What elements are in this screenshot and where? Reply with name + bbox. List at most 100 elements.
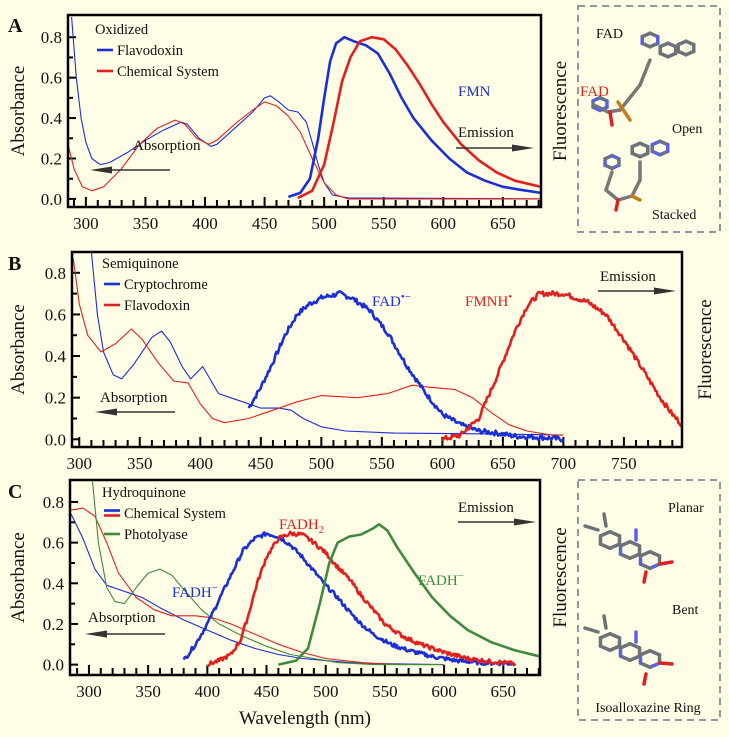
- x-tick-label: 550: [369, 454, 395, 473]
- x-tick-label: 300: [73, 214, 99, 233]
- absorption-label: Absorption: [133, 138, 201, 154]
- legend-title: Oxidized: [95, 22, 149, 38]
- curve-label-superscript: −: [212, 582, 218, 594]
- curve-label: FMN: [458, 84, 491, 100]
- x-tick-label: 600: [431, 214, 457, 233]
- fad-molecule-drawing: [591, 31, 696, 212]
- series-line: [182, 531, 517, 667]
- x-tick-label: 500: [313, 682, 339, 701]
- inset-frame: [577, 5, 721, 233]
- x-tick-label: 550: [371, 214, 397, 233]
- series-line: [206, 530, 516, 668]
- curve-label-subscript: 2: [319, 525, 324, 536]
- curve-label-text: FAD: [580, 84, 609, 100]
- y-tick-label: 0.2: [41, 149, 62, 168]
- series-line: [441, 290, 682, 442]
- curve-label: FADH−: [172, 582, 218, 601]
- panel-a: A Absorbance Fluorescence 300 350 400 450 500 55…: [8, 13, 609, 233]
- curve-label: FMNH•: [465, 291, 512, 310]
- x-axis-title: Wavelength (nm): [239, 708, 371, 729]
- x-tick-label: 350: [127, 454, 153, 473]
- fad-structure-inset: FAD Open Stacked: [577, 5, 721, 233]
- x-tick-label: 600: [430, 454, 456, 473]
- arrow-right-icon: [514, 518, 536, 526]
- curve-label-superscript: •−: [401, 291, 411, 303]
- absorption-label: Absorption: [88, 610, 156, 626]
- x-tick-label: 650: [491, 682, 517, 701]
- y-tick-label: 0.2: [43, 615, 64, 634]
- y-tick-label: 0.8: [45, 264, 66, 283]
- y-axis-title: Absorbance: [8, 532, 29, 623]
- arrow-right-icon: [654, 287, 676, 295]
- x-tick-label: 550: [372, 682, 398, 701]
- series-line: [247, 289, 565, 443]
- y-axis-right-title: Fluorescence: [695, 299, 716, 399]
- absorption-label: Absorption: [100, 390, 168, 406]
- stacked-label: Stacked: [652, 208, 696, 223]
- inset-frame: [577, 479, 721, 721]
- y-axis-title: Absorbance: [8, 66, 29, 157]
- panel-letter: A: [8, 15, 23, 37]
- arrow-left-icon: [90, 166, 112, 174]
- panel-b: B Absorbance Fluorescence 300 350 400 450 500 55…: [8, 250, 716, 473]
- arrow-left-icon: [85, 630, 107, 638]
- curve-label: FAD•−: [372, 291, 411, 310]
- panel-letter: B: [8, 253, 21, 275]
- x-tick-label: 650: [490, 454, 516, 473]
- x-tick-label: 400: [188, 454, 214, 473]
- x-tick-label: 750: [611, 454, 637, 473]
- x-tick-label: 450: [254, 682, 280, 701]
- x-tick-label: 500: [309, 454, 335, 473]
- series-line: [287, 35, 541, 199]
- curve-label: FADH−: [418, 570, 464, 589]
- curve-label-text: FADH: [418, 573, 458, 589]
- curve-label-superscript: •: [508, 291, 512, 303]
- curve-label-superscript: −: [458, 570, 464, 582]
- arrow-right-icon: [512, 144, 534, 152]
- series-line: [297, 35, 541, 200]
- x-tick-label: 300: [76, 682, 102, 701]
- emission-label: Emission: [600, 269, 656, 285]
- x-tick-label: 450: [248, 454, 274, 473]
- x-tick-label: 300: [67, 454, 93, 473]
- y-tick-label: 0.0: [45, 430, 66, 449]
- x-tick-label: 650: [490, 214, 516, 233]
- bent-label: Bent: [672, 603, 699, 618]
- legend-title: Semiquinone: [102, 256, 179, 272]
- curve-label-text: FMNH: [465, 294, 509, 310]
- plot-frame: [70, 250, 684, 449]
- emission-label: Emission: [458, 500, 514, 516]
- curve-label-text: FAD: [372, 294, 401, 310]
- curve-label: FAD: [580, 84, 609, 100]
- x-tick-label: 700: [551, 454, 577, 473]
- y-tick-label: 0.0: [41, 190, 62, 209]
- y-axis-title: Absorbance: [8, 304, 29, 395]
- plot-frame: [68, 478, 542, 677]
- legend-item-label: Chemical System: [117, 64, 220, 80]
- curve-label: FADH2: [279, 517, 324, 536]
- y-tick-label: 0.4: [41, 109, 63, 128]
- curve-label-text: FADH: [172, 585, 212, 601]
- plot-frame: [66, 13, 543, 209]
- series-line: [91, 481, 445, 666]
- legend-title: Hydroquinone: [102, 485, 186, 501]
- x-tick-label: 400: [195, 682, 221, 701]
- y-tick-label: 0.4: [45, 347, 67, 366]
- legend-item-label: Flavodoxin: [117, 43, 184, 59]
- y-tick-label: 0.8: [43, 493, 64, 512]
- legend-item-label: Chemical System: [124, 506, 227, 522]
- open-label: Open: [672, 122, 702, 137]
- x-tick-label: 400: [192, 214, 218, 233]
- y-tick-label: 0.0: [43, 656, 64, 675]
- curve-label-text: FMN: [458, 84, 491, 100]
- emission-label: Emission: [458, 125, 514, 141]
- legend-item-label: Flavodoxin: [124, 298, 191, 314]
- arrow-left-icon: [95, 408, 117, 416]
- y-tick-label: 0.2: [45, 389, 66, 408]
- y-tick-label: 0.6: [41, 69, 62, 88]
- legend-item-label: Photolyase: [124, 527, 188, 543]
- series-line: [90, 252, 564, 436]
- y-axis-right-title: Fluorescence: [550, 527, 571, 627]
